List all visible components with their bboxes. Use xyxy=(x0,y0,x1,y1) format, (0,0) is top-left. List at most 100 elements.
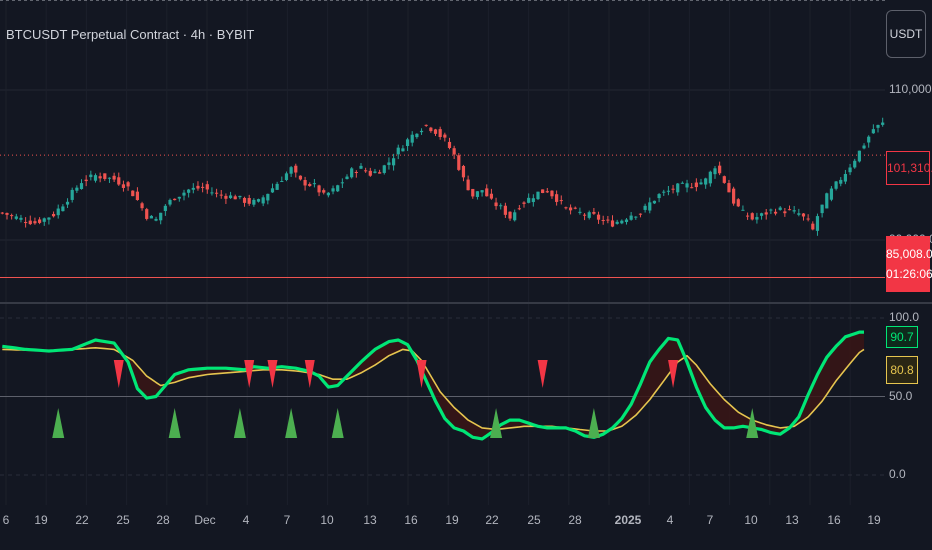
candle xyxy=(429,127,433,132)
candle xyxy=(345,176,349,180)
osc-tick-label: 50.0 xyxy=(889,388,913,403)
time-tick-label: 19 xyxy=(34,513,48,527)
candle xyxy=(857,150,861,162)
candle xyxy=(24,222,28,224)
candle xyxy=(550,190,554,197)
candle xyxy=(489,193,494,199)
candle xyxy=(447,141,452,148)
candle xyxy=(676,183,680,193)
candle xyxy=(252,199,256,205)
candle xyxy=(708,171,712,184)
last-price-tag: 101,310.7 xyxy=(886,151,932,185)
candle xyxy=(806,218,810,220)
candle xyxy=(33,221,37,224)
candle xyxy=(801,213,806,217)
sell-signal-marker xyxy=(304,360,315,388)
candle xyxy=(573,207,577,209)
candle xyxy=(79,183,84,190)
candle xyxy=(294,165,298,173)
candle xyxy=(685,183,689,188)
fast-line-tag: 90.7 xyxy=(886,326,918,348)
candle xyxy=(508,211,512,219)
candle xyxy=(615,221,619,224)
candle xyxy=(704,178,708,185)
candle xyxy=(522,202,526,204)
candle xyxy=(499,205,503,207)
candle xyxy=(745,215,750,217)
candle xyxy=(461,165,466,178)
candle xyxy=(759,213,764,216)
candle xyxy=(168,199,172,205)
candle xyxy=(471,188,475,197)
price-line-tag: 85,008.0 01:26:06 xyxy=(886,236,932,292)
candle xyxy=(559,200,563,202)
time-tick-label: 7 xyxy=(283,513,291,527)
candle xyxy=(354,172,358,174)
candle xyxy=(825,193,829,209)
buy-signal-marker xyxy=(233,408,246,438)
candle xyxy=(405,139,410,146)
candle xyxy=(867,136,871,143)
buy-signal-marker xyxy=(587,408,600,438)
candle xyxy=(401,148,405,152)
candle xyxy=(750,213,754,220)
candle xyxy=(270,188,275,193)
candle xyxy=(601,220,605,222)
candle xyxy=(19,217,23,220)
candle xyxy=(368,170,372,176)
time-tick-label: Dec xyxy=(194,513,216,527)
candle xyxy=(839,179,843,184)
candle xyxy=(284,173,289,180)
slow-line-tag: 80.8 xyxy=(886,356,918,384)
time-tick-label: 6 xyxy=(2,513,10,527)
osc-fill xyxy=(2,332,865,439)
candle xyxy=(275,183,279,190)
candle xyxy=(662,191,666,193)
candle xyxy=(815,216,820,231)
candle xyxy=(648,202,652,211)
candle xyxy=(829,188,834,200)
time-tick-label: 25 xyxy=(116,513,130,527)
candle xyxy=(443,134,447,138)
candle xyxy=(643,205,647,210)
time-tick-label: 28 xyxy=(568,513,582,527)
candle xyxy=(233,196,237,200)
candle xyxy=(410,134,414,143)
time-tick-label: 28 xyxy=(156,513,170,527)
candle xyxy=(624,219,629,222)
candle xyxy=(126,182,130,187)
candle xyxy=(438,129,442,138)
candle xyxy=(391,158,396,166)
candle xyxy=(513,212,517,221)
candle xyxy=(555,194,559,202)
candle xyxy=(396,147,400,155)
candle xyxy=(173,198,177,201)
currency-button[interactable]: USDT xyxy=(886,10,926,58)
chart-title: BTCUSDT Perpetual Contract · 4h · BYBIT xyxy=(6,27,255,42)
candle xyxy=(219,194,223,196)
candle xyxy=(378,172,382,174)
osc-tick-label: 100.0 xyxy=(889,310,920,324)
candle xyxy=(475,191,480,197)
candle xyxy=(797,213,801,215)
candle xyxy=(70,189,74,200)
candle xyxy=(652,200,657,204)
candle xyxy=(65,201,70,205)
candle xyxy=(527,197,531,203)
candle xyxy=(336,185,340,192)
candle xyxy=(503,205,507,215)
candle xyxy=(131,190,135,197)
time-tick-label: 2025 xyxy=(614,513,642,527)
candle xyxy=(634,216,638,218)
candle xyxy=(871,129,875,134)
candle xyxy=(163,205,167,212)
candle xyxy=(834,181,838,189)
candle xyxy=(242,197,247,203)
candle xyxy=(289,167,293,174)
candles xyxy=(0,117,885,236)
candle xyxy=(582,214,587,216)
candle xyxy=(531,198,535,203)
candle xyxy=(578,211,582,213)
candle xyxy=(564,207,568,209)
